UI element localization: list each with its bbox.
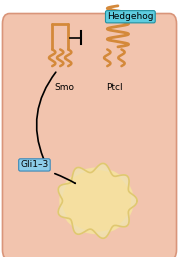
Polygon shape — [58, 163, 137, 238]
FancyArrowPatch shape — [37, 72, 56, 158]
Ellipse shape — [59, 167, 134, 234]
Text: Gli1–3: Gli1–3 — [20, 160, 49, 170]
Text: Hedgehog: Hedgehog — [107, 12, 154, 21]
FancyBboxPatch shape — [3, 13, 176, 258]
Text: Smo: Smo — [55, 83, 75, 92]
FancyArrowPatch shape — [55, 174, 75, 183]
Ellipse shape — [62, 170, 131, 232]
Text: Ptcl: Ptcl — [106, 83, 123, 92]
